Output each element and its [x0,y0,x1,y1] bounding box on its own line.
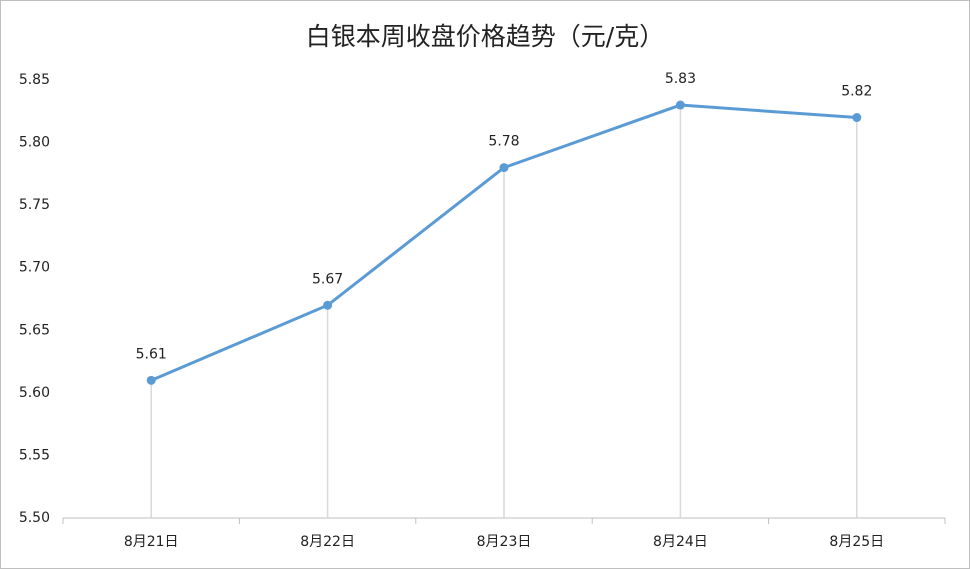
y-tick-label: 5.60 [19,385,50,401]
data-label: 5.82 [841,84,872,100]
y-tick-label: 5.50 [19,510,50,526]
data-label: 5.67 [312,271,343,287]
data-label: 5.61 [136,346,167,362]
data-label: 5.83 [665,71,696,87]
data-point [146,375,156,385]
x-tick-label: 8月25日 [829,534,884,550]
y-tick-label: 5.80 [19,135,50,151]
data-point [675,100,685,110]
chart-title: 白银本周收盘价格趋势（元/克） [306,22,664,51]
data-point [499,163,509,173]
y-tick-label: 5.85 [19,72,50,88]
y-tick-label: 5.70 [19,260,50,276]
x-tick-label: 8月24日 [653,534,708,550]
data-point [852,113,862,123]
data-label: 5.78 [488,134,519,150]
y-tick-label: 5.55 [19,447,50,463]
x-tick-label: 8月23日 [477,534,532,550]
data-point [323,300,333,310]
y-tick-label: 5.75 [19,197,50,213]
x-tick-label: 8月21日 [124,534,179,550]
y-tick-label: 5.65 [19,322,50,338]
x-tick-label: 8月22日 [300,534,355,550]
